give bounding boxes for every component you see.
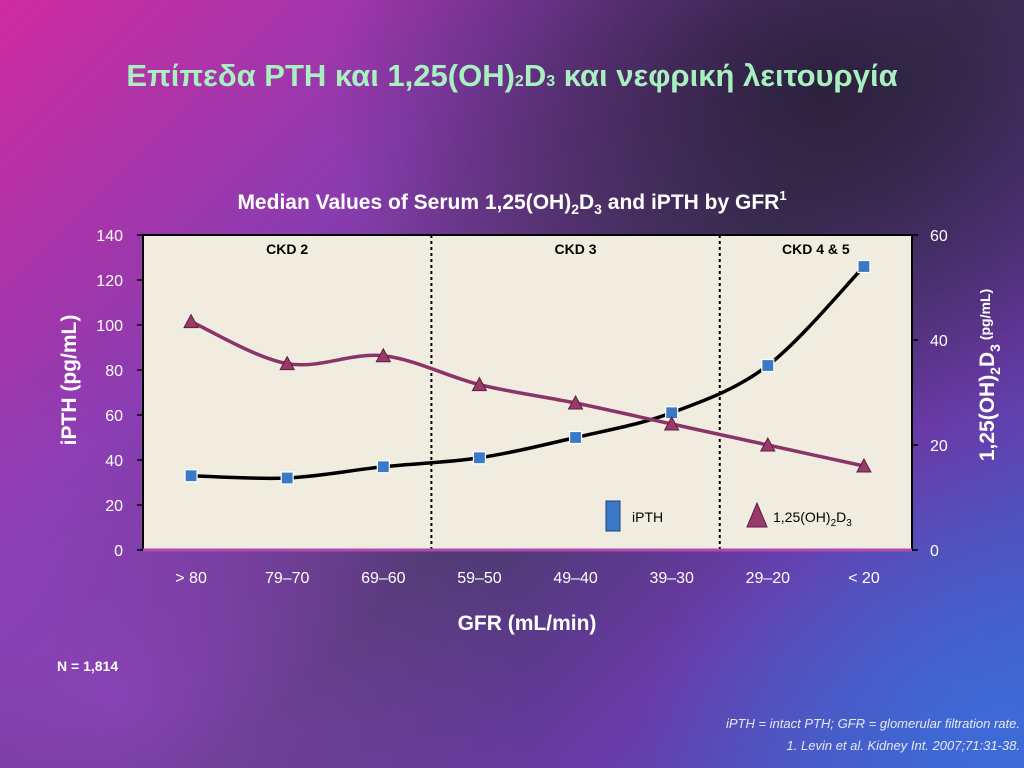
x-tick-label: 69–60 <box>361 570 406 587</box>
legend-ipth-label: iPTH <box>632 509 663 525</box>
x-tick-label: 29–20 <box>746 570 791 587</box>
data-point-d3 <box>567 394 584 410</box>
data-point-d3 <box>663 415 680 431</box>
footnote-abbreviations: iPTH = intact PTH; GFR = glomerular filt… <box>725 716 1020 731</box>
y-right-tick-label: 20 <box>930 438 948 455</box>
data-point-ipth <box>376 460 390 474</box>
data-point-d3 <box>471 376 488 392</box>
data-point-d3 <box>183 313 199 329</box>
legend-ipth-swatch <box>605 500 621 532</box>
footnote-reference: 1. Levin et al. Kidney Int. 2007;71:31-3… <box>786 738 1020 753</box>
x-tick-label: 39–30 <box>649 570 694 587</box>
y-right-tick-label: 0 <box>930 543 939 560</box>
data-point-ipth <box>184 469 198 483</box>
x-tick-label: > 80 <box>175 570 207 587</box>
y-left-tick-label: 0 <box>114 543 123 560</box>
slide-title: Επίπεδα PTH και 1,25(OH)2D3 και νεφρική … <box>126 58 898 93</box>
legend-d3-swatch <box>746 501 768 528</box>
x-tick-label: 79–70 <box>265 570 310 587</box>
data-point-d3 <box>759 436 776 452</box>
y-axis-right-label: 1,25(OH)2D3 (pg/mL) <box>976 289 1003 461</box>
chart-title: Median Values of Serum 1,25(OH)2D3 and i… <box>237 188 787 217</box>
x-tick-label: < 20 <box>848 570 880 587</box>
y-left-tick-label: 80 <box>105 363 123 380</box>
y-axis-left-label: iPTH (pg/mL) <box>58 315 81 446</box>
data-point-ipth <box>280 471 294 485</box>
y-left-tick-label: 40 <box>105 453 123 470</box>
data-point-ipth <box>761 358 775 373</box>
y-right-tick-label: 40 <box>930 333 948 350</box>
data-point-ipth <box>568 430 583 445</box>
y-left-tick-label: 100 <box>96 318 123 335</box>
region-label: CKD 2 <box>266 241 308 257</box>
sample-size-label: N = 1,814 <box>57 658 119 674</box>
data-point-ipth <box>857 259 871 274</box>
y-left-tick-label: 60 <box>105 408 123 425</box>
data-point-d3 <box>856 457 872 473</box>
region-label: CKD 3 <box>555 241 597 257</box>
legend-d3-label: 1,25(OH)2D3 <box>773 509 852 529</box>
data-point-ipth <box>472 451 487 465</box>
data-point-d3 <box>375 347 392 363</box>
region-label: CKD 4 & 5 <box>782 241 850 257</box>
data-point-d3 <box>279 355 296 371</box>
y-left-tick-label: 120 <box>96 273 123 290</box>
x-tick-label: 49–40 <box>553 570 598 587</box>
x-axis-label: GFR (mL/min) <box>458 612 597 635</box>
plot-area <box>142 234 913 551</box>
y-left-tick-label: 140 <box>96 228 123 245</box>
x-tick-label: 59–50 <box>457 570 502 587</box>
legend: iPTH 1,25(OH)2D3 <box>605 500 852 532</box>
y-right-tick-label: 60 <box>930 228 948 245</box>
y-left-tick-label: 20 <box>105 498 123 515</box>
